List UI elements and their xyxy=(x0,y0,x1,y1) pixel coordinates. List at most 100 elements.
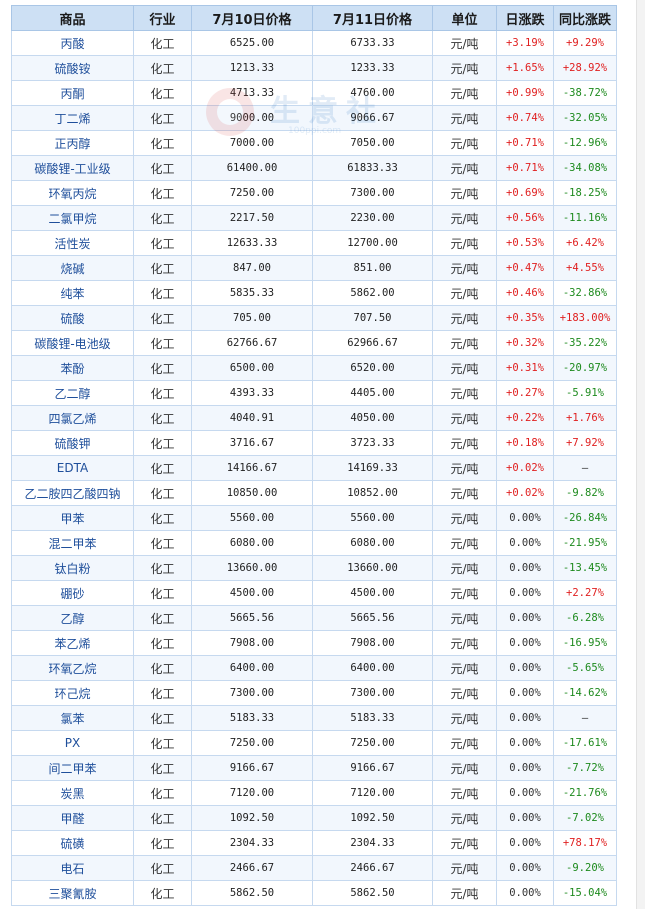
day-change-cell: 0.00% xyxy=(496,730,554,756)
product-name-link[interactable]: 甲醛 xyxy=(11,805,134,831)
price-jul11-cell: 4500.00 xyxy=(312,580,433,606)
unit-cell: 元/吨 xyxy=(432,655,497,681)
industry-cell: 化工 xyxy=(133,480,192,506)
industry-cell: 化工 xyxy=(133,855,192,881)
unit-cell: 元/吨 xyxy=(432,205,497,231)
product-name-link[interactable]: 正丙醇 xyxy=(11,130,134,156)
price-jul10-cell: 6500.00 xyxy=(191,355,313,381)
unit-cell: 元/吨 xyxy=(432,405,497,431)
product-name-link[interactable]: 硫酸钾 xyxy=(11,430,134,456)
day-change-cell: 0.00% xyxy=(496,855,554,881)
product-name-link[interactable]: 二氯甲烷 xyxy=(11,205,134,231)
yoy-change-cell: -11.16% xyxy=(553,205,617,231)
day-change-cell: +0.32% xyxy=(496,330,554,356)
product-name-link[interactable]: 活性炭 xyxy=(11,230,134,256)
table-row: 硫磺 化工 2304.33 2304.33 元/吨 0.00% +78.17% xyxy=(11,830,617,856)
price-jul10-cell: 10850.00 xyxy=(191,480,313,506)
unit-cell: 元/吨 xyxy=(432,55,497,81)
header-price-jul10: 7月10日价格 xyxy=(191,5,313,31)
scrollbar-track[interactable] xyxy=(636,0,645,909)
industry-cell: 化工 xyxy=(133,105,192,131)
unit-cell: 元/吨 xyxy=(432,805,497,831)
product-name-link[interactable]: 硫磺 xyxy=(11,830,134,856)
yoy-change-cell: -14.62% xyxy=(553,680,617,706)
product-name-link[interactable]: 混二甲苯 xyxy=(11,530,134,556)
product-name-link[interactable]: 环氧丙烷 xyxy=(11,180,134,206)
product-name-link[interactable]: 乙二醇 xyxy=(11,380,134,406)
industry-cell: 化工 xyxy=(133,305,192,331)
product-name-link[interactable]: 乙二胺四乙酸四钠 xyxy=(11,480,134,506)
table-row: 三聚氰胺 化工 5862.50 5862.50 元/吨 0.00% -15.04% xyxy=(11,880,617,906)
product-name-link[interactable]: 四氯乙烯 xyxy=(11,405,134,431)
product-name-link[interactable]: EDTA xyxy=(11,455,134,481)
table-row: 甲醛 化工 1092.50 1092.50 元/吨 0.00% -7.02% xyxy=(11,805,617,831)
day-change-cell: +0.02% xyxy=(496,480,554,506)
product-name-link[interactable]: 间二甲苯 xyxy=(11,755,134,781)
unit-cell: 元/吨 xyxy=(432,155,497,181)
day-change-cell: +0.31% xyxy=(496,355,554,381)
day-change-cell: 0.00% xyxy=(496,755,554,781)
industry-cell: 化工 xyxy=(133,455,192,481)
product-name-link[interactable]: 丙酸 xyxy=(11,30,134,56)
price-jul11-cell: 7300.00 xyxy=(312,180,433,206)
product-name-link[interactable]: 电石 xyxy=(11,855,134,881)
product-name-link[interactable]: 苯酚 xyxy=(11,355,134,381)
yoy-change-cell: -9.20% xyxy=(553,855,617,881)
table-row: 正丙醇 化工 7000.00 7050.00 元/吨 +0.71% -12.96% xyxy=(11,130,617,156)
price-jul10-cell: 13660.00 xyxy=(191,555,313,581)
price-jul11-cell: 5183.33 xyxy=(312,705,433,731)
price-jul11-cell: 7050.00 xyxy=(312,130,433,156)
industry-cell: 化工 xyxy=(133,405,192,431)
product-name-link[interactable]: 丁二烯 xyxy=(11,105,134,131)
industry-cell: 化工 xyxy=(133,580,192,606)
yoy-change-cell: +78.17% xyxy=(553,830,617,856)
table-row: 电石 化工 2466.67 2466.67 元/吨 0.00% -9.20% xyxy=(11,855,617,881)
product-name-link[interactable]: 环氧乙烷 xyxy=(11,655,134,681)
yoy-change-cell: +1.76% xyxy=(553,405,617,431)
price-jul10-cell: 9000.00 xyxy=(191,105,313,131)
product-name-link[interactable]: 甲苯 xyxy=(11,505,134,531)
product-name-link[interactable]: 纯苯 xyxy=(11,280,134,306)
product-name-link[interactable]: 苯乙烯 xyxy=(11,630,134,656)
day-change-cell: +0.71% xyxy=(496,130,554,156)
table-row: 间二甲苯 化工 9166.67 9166.67 元/吨 0.00% -7.72% xyxy=(11,755,617,781)
product-name-link[interactable]: 三聚氰胺 xyxy=(11,880,134,906)
table-row: 丙酮 化工 4713.33 4760.00 元/吨 +0.99% -38.72% xyxy=(11,80,617,106)
day-change-cell: +0.99% xyxy=(496,80,554,106)
price-jul10-cell: 7000.00 xyxy=(191,130,313,156)
product-name-link[interactable]: PX xyxy=(11,730,134,756)
table-row: 二氯甲烷 化工 2217.50 2230.00 元/吨 +0.56% -11.16% xyxy=(11,205,617,231)
product-name-link[interactable]: 炭黑 xyxy=(11,780,134,806)
industry-cell: 化工 xyxy=(133,555,192,581)
price-jul10-cell: 1213.33 xyxy=(191,55,313,81)
product-name-link[interactable]: 丙酮 xyxy=(11,80,134,106)
industry-cell: 化工 xyxy=(133,55,192,81)
product-name-link[interactable]: 硼砂 xyxy=(11,580,134,606)
product-name-link[interactable]: 烧碱 xyxy=(11,255,134,281)
industry-cell: 化工 xyxy=(133,155,192,181)
header-price-jul11: 7月11日价格 xyxy=(312,5,433,31)
industry-cell: 化工 xyxy=(133,80,192,106)
yoy-change-cell: -34.08% xyxy=(553,155,617,181)
industry-cell: 化工 xyxy=(133,605,192,631)
table-row: 硫酸铵 化工 1213.33 1233.33 元/吨 +1.65% +28.92% xyxy=(11,55,617,81)
price-jul10-cell: 9166.67 xyxy=(191,755,313,781)
yoy-change-cell: +4.55% xyxy=(553,255,617,281)
table-row: 活性炭 化工 12633.33 12700.00 元/吨 +0.53% +6.42% xyxy=(11,230,617,256)
product-name-link[interactable]: 碳酸锂-工业级 xyxy=(11,155,134,181)
unit-cell: 元/吨 xyxy=(432,255,497,281)
table-row: 烧碱 化工 847.00 851.00 元/吨 +0.47% +4.55% xyxy=(11,255,617,281)
commodity-price-table: 商品 行业 7月10日价格 7月11日价格 单位 日涨跌 同比涨跌 丙酸 化工 65… xyxy=(11,5,617,906)
product-name-link[interactable]: 碳酸锂-电池级 xyxy=(11,330,134,356)
product-name-link[interactable]: 硫酸铵 xyxy=(11,55,134,81)
product-name-link[interactable]: 钛白粉 xyxy=(11,555,134,581)
price-jul10-cell: 2217.50 xyxy=(191,205,313,231)
product-name-link[interactable]: 硫酸 xyxy=(11,305,134,331)
unit-cell: 元/吨 xyxy=(432,705,497,731)
product-name-link[interactable]: 氯苯 xyxy=(11,705,134,731)
product-name-link[interactable]: 环己烷 xyxy=(11,680,134,706)
unit-cell: 元/吨 xyxy=(432,180,497,206)
industry-cell: 化工 xyxy=(133,30,192,56)
price-jul10-cell: 7908.00 xyxy=(191,630,313,656)
product-name-link[interactable]: 乙醇 xyxy=(11,605,134,631)
